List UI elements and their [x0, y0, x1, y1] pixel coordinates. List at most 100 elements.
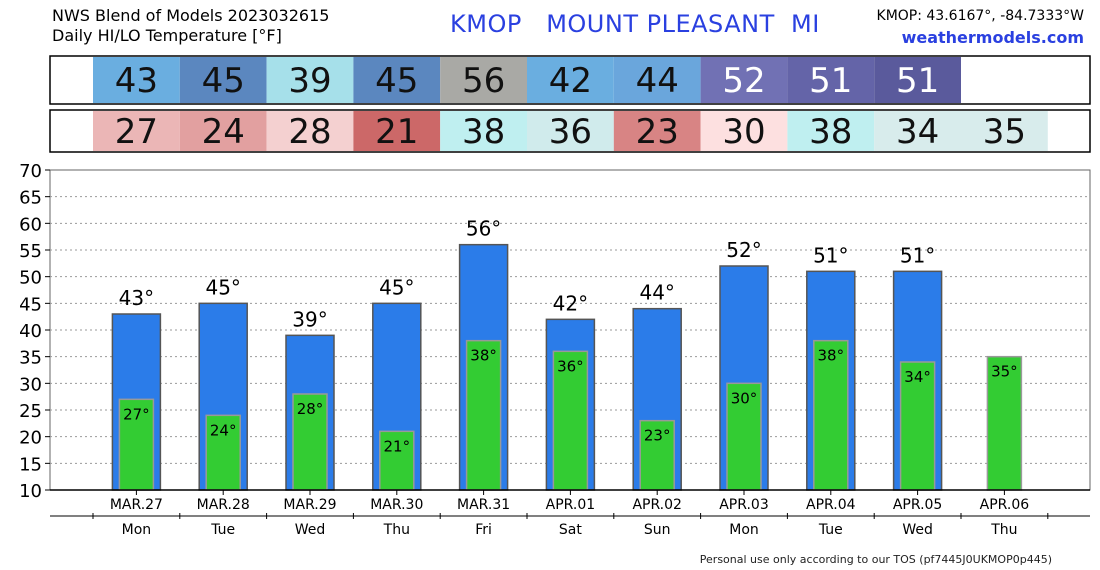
- low-temp-label: 24°: [210, 421, 237, 439]
- low-temp-label: 38°: [470, 347, 497, 365]
- y-tick-label: 30: [19, 374, 42, 395]
- low-temp-bar: [552, 350, 589, 491]
- high-temp-label: 51°: [813, 243, 848, 267]
- y-tick-label: 50: [19, 268, 42, 289]
- y-tick-label: 55: [19, 241, 42, 262]
- x-date-label: APR.04: [806, 497, 856, 513]
- low-temp-cell: [527, 111, 614, 151]
- y-tick-label: 70: [19, 161, 42, 182]
- x-weekday-label: Fri: [475, 522, 492, 538]
- title-line-1: NWS Blend of Models 2023032615: [52, 6, 330, 25]
- low-temp-bar: [205, 414, 241, 491]
- x-date-label: MAR.27: [110, 497, 163, 513]
- high-temp-value: 43: [115, 61, 158, 101]
- low-temp-label: 34°: [904, 368, 931, 386]
- x-weekday-label: Thu: [383, 522, 410, 538]
- low-temp-value: 35: [983, 112, 1026, 152]
- x-weekday-label: Tue: [818, 522, 843, 538]
- low-temp-bar: [899, 361, 936, 491]
- high-temp-value: 51: [896, 61, 939, 101]
- high-temp-cell: [527, 57, 614, 103]
- low-temp-value: 24: [202, 112, 245, 152]
- low-temp-value: 27: [115, 112, 158, 152]
- x-weekday-label: Mon: [729, 522, 759, 538]
- high-temp-cell: [613, 57, 701, 103]
- high-temp-value: 44: [636, 61, 679, 101]
- x-weekday-label: Wed: [902, 522, 933, 538]
- low-temp-cell: [353, 111, 441, 151]
- low-temp-cell: [787, 111, 875, 151]
- y-tick-label: 20: [19, 428, 42, 449]
- low-temp-cell: [613, 111, 701, 151]
- high-temp-label: 52°: [726, 238, 761, 262]
- low-temp-value: 28: [288, 112, 331, 152]
- x-date-label: MAR.29: [283, 497, 336, 513]
- x-weekday-label: Tue: [210, 522, 235, 538]
- y-tick-label: 45: [19, 294, 42, 315]
- x-date-label: MAR.31: [457, 497, 510, 513]
- high-temp-value: 56: [462, 61, 505, 101]
- low-temp-cell: [700, 111, 788, 151]
- x-weekday-label: Wed: [295, 522, 326, 538]
- high-temp-value: 52: [722, 61, 765, 101]
- x-weekday-label: Sat: [559, 522, 582, 538]
- high-temp-label: 51°: [900, 243, 935, 267]
- x-weekday-label: Thu: [990, 522, 1017, 538]
- y-tick-label: 35: [19, 348, 42, 369]
- low-temp-label: 21°: [384, 437, 411, 455]
- site-link[interactable]: weathermodels.com: [901, 28, 1084, 47]
- low-temp-value: 30: [722, 112, 765, 152]
- y-tick-label: 10: [19, 481, 42, 502]
- x-date-label: MAR.28: [197, 497, 250, 513]
- x-date-label: MAR.30: [370, 497, 423, 513]
- high-temp-cell: [440, 57, 527, 103]
- high-temp-value: 45: [375, 61, 418, 101]
- footer-note: Personal use only according to our TOS (…: [699, 553, 1052, 566]
- title-line-2: Daily HI/LO Temperature [°F]: [52, 26, 282, 45]
- y-tick-label: 60: [19, 214, 42, 235]
- high-temp-label: 39°: [292, 307, 327, 331]
- y-tick-label: 65: [19, 188, 42, 209]
- high-temp-value: 42: [549, 61, 592, 101]
- low-temp-cell: [874, 111, 961, 151]
- high-temp-label: 45°: [379, 275, 414, 299]
- x-date-label: APR.02: [632, 497, 682, 513]
- station-coordinates: KMOP: 43.6167°, -84.7333°W: [876, 8, 1084, 24]
- high-temp-value: 51: [809, 61, 852, 101]
- y-tick-label: 25: [19, 401, 42, 422]
- x-weekday-label: Sun: [644, 522, 671, 538]
- station-info: KMOP: 43.6167°, -84.7333°W weathermodels…: [877, 6, 1084, 48]
- high-temp-cell: [787, 57, 875, 103]
- low-temp-value: 38: [809, 112, 852, 152]
- high-temp-value: 39: [288, 61, 331, 101]
- high-temp-cell: [266, 57, 354, 103]
- low-temp-label: 35°: [991, 363, 1018, 381]
- low-temp-value: 34: [896, 112, 939, 152]
- low-temp-label: 28°: [297, 400, 324, 418]
- x-date-label: APR.03: [719, 497, 769, 513]
- low-temp-value: 36: [549, 112, 592, 152]
- station-title: KMOP MOUNT PLEASANT MI: [450, 10, 820, 38]
- high-temp-label: 42°: [553, 291, 588, 315]
- high-temp-label: 44°: [639, 281, 674, 305]
- high-temp-label: 56°: [466, 217, 501, 241]
- y-tick-label: 15: [19, 454, 42, 475]
- low-temp-cell: [93, 111, 180, 151]
- low-temp-value: 38: [462, 112, 505, 152]
- low-temp-bar: [986, 355, 1023, 491]
- low-temp-label: 36°: [557, 357, 584, 375]
- chart-title: NWS Blend of Models 2023032615 Daily HI/…: [52, 6, 329, 46]
- low-temp-cell: [440, 111, 527, 151]
- low-temp-value: 23: [636, 112, 679, 152]
- high-temp-cell: [179, 57, 267, 103]
- high-temp-cell: [93, 57, 180, 103]
- low-temp-value: 21: [375, 112, 418, 152]
- high-temp-cell: [700, 57, 788, 103]
- low-temp-bar: [813, 339, 849, 491]
- high-temp-value: 45: [202, 61, 245, 101]
- low-temp-cell: [179, 111, 267, 151]
- x-date-label: APR.06: [980, 497, 1030, 513]
- low-temp-label: 23°: [644, 427, 671, 445]
- low-temp-cell: [961, 111, 1048, 151]
